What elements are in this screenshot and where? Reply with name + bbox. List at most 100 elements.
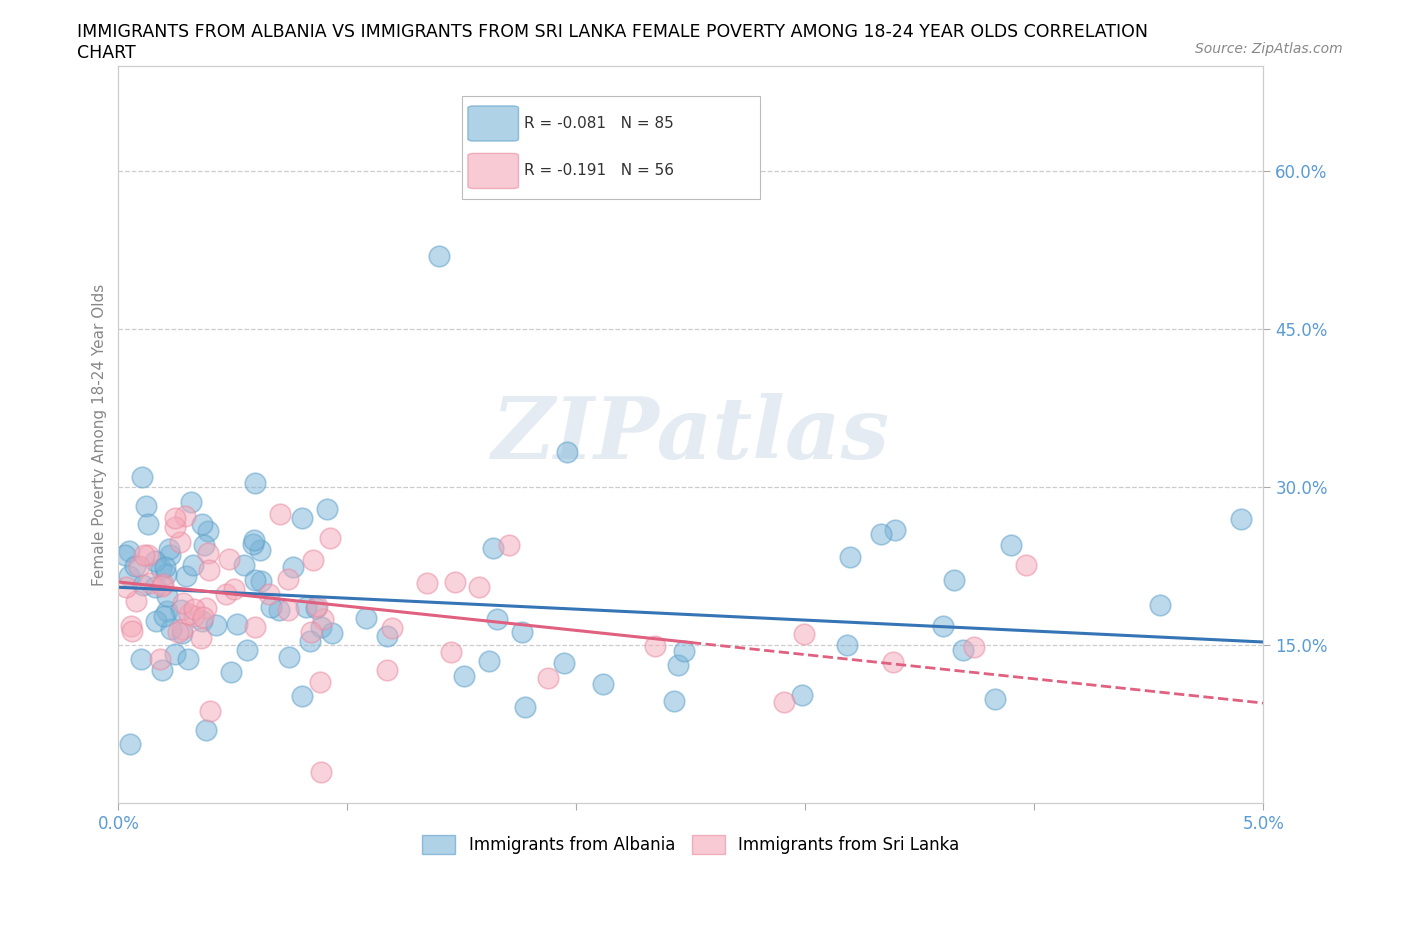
Point (510, 624, 533, 639)
Point (299, 625, 322, 640)
Point (243, 619, 266, 634)
Point (427, 248, 450, 263)
Point (215, 587, 238, 602)
Point (193, 538, 215, 552)
Text: ZIPatlas: ZIPatlas (492, 392, 890, 476)
Point (181, 557, 204, 572)
Point (267, 603, 290, 618)
Point (260, 600, 283, 615)
Point (277, 649, 299, 664)
Point (155, 589, 177, 604)
Point (772, 695, 794, 710)
Point (277, 572, 299, 587)
Point (984, 692, 1007, 707)
Point (191, 517, 214, 532)
Point (167, 625, 190, 640)
Point (169, 535, 191, 550)
Point (468, 579, 491, 594)
Text: Source: ZipAtlas.com: Source: ZipAtlas.com (1195, 42, 1343, 56)
Point (839, 550, 862, 565)
Point (513, 699, 536, 714)
Point (145, 553, 167, 568)
Point (309, 764, 332, 779)
Point (305, 601, 328, 616)
Point (319, 530, 342, 545)
Point (259, 586, 281, 601)
Point (136, 548, 159, 563)
Point (644, 638, 666, 653)
Point (218, 551, 240, 566)
Point (143, 579, 166, 594)
Point (226, 617, 249, 631)
Point (291, 510, 314, 525)
Point (134, 548, 156, 563)
Point (135, 498, 157, 513)
Point (249, 543, 271, 558)
Point (1000, 538, 1022, 552)
Point (440, 644, 463, 659)
Point (277, 603, 299, 618)
Point (128, 558, 150, 573)
Point (159, 621, 181, 636)
Text: IMMIGRANTS FROM ALBANIA VS IMMIGRANTS FROM SRI LANKA FEMALE POVERTY AMONG 18-24 : IMMIGRANTS FROM ALBANIA VS IMMIGRANTS FR… (77, 23, 1149, 41)
Point (882, 655, 904, 670)
Point (249, 574, 271, 589)
Point (163, 520, 186, 535)
Point (197, 545, 219, 560)
Point (198, 563, 221, 578)
Point (316, 501, 339, 516)
Point (269, 507, 291, 522)
Point (170, 603, 193, 618)
Point (183, 601, 205, 616)
Point (191, 613, 214, 628)
Point (155, 566, 177, 581)
Point (159, 547, 181, 562)
Point (883, 523, 905, 538)
Point (242, 537, 264, 551)
Point (235, 643, 257, 658)
Point (232, 558, 254, 573)
Point (152, 577, 174, 591)
Point (174, 568, 197, 583)
Point (195, 601, 218, 616)
Point (321, 626, 343, 641)
Point (793, 627, 815, 642)
Point (1229, 512, 1251, 526)
Point (242, 533, 264, 548)
Point (790, 687, 813, 702)
Point (221, 664, 243, 679)
Point (125, 593, 148, 608)
Point (870, 526, 893, 541)
Point (183, 608, 205, 623)
Point (177, 651, 200, 666)
Point (129, 651, 152, 666)
Point (145, 614, 167, 629)
Point (311, 619, 333, 634)
Point (163, 511, 186, 525)
Point (308, 674, 330, 689)
Point (478, 653, 501, 668)
Point (152, 609, 174, 624)
Legend: Immigrants from Albania, Immigrants from Sri Lanka: Immigrants from Albania, Immigrants from… (415, 829, 966, 861)
Y-axis label: Female Poverty Among 18-24 Year Olds: Female Poverty Among 18-24 Year Olds (93, 284, 107, 586)
Point (222, 582, 245, 597)
Point (191, 610, 214, 625)
Point (295, 599, 318, 614)
Point (662, 694, 685, 709)
Text: CHART: CHART (77, 44, 136, 61)
Point (416, 576, 439, 591)
Point (156, 604, 179, 618)
Point (291, 688, 314, 703)
Point (1015, 558, 1038, 573)
Point (197, 524, 219, 538)
Point (118, 568, 141, 583)
Point (150, 578, 173, 593)
Point (174, 509, 197, 524)
Point (537, 671, 560, 685)
Point (118, 544, 141, 559)
Point (121, 623, 143, 638)
Point (194, 723, 217, 737)
Point (131, 470, 153, 485)
Point (172, 595, 194, 610)
Point (190, 631, 212, 645)
